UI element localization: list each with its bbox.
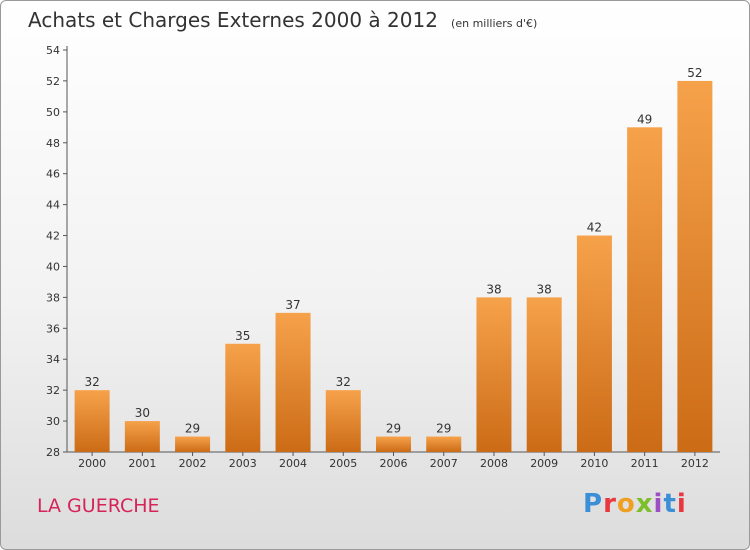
bars xyxy=(74,80,713,453)
y-tick-label: 32 xyxy=(46,384,60,397)
data-label: 49 xyxy=(637,112,652,126)
y-tick-label: 34 xyxy=(46,353,60,366)
proxiti-logo[interactable]: Proxiti xyxy=(583,489,687,519)
data-label: 42 xyxy=(587,221,602,235)
y-tick-label: 38 xyxy=(46,291,60,304)
x-tick-label: 2006 xyxy=(380,457,408,470)
chart-title-block: Achats et Charges Externes 2000 à 2012 (… xyxy=(28,8,537,32)
x-tick-label: 2011 xyxy=(631,457,659,470)
x-tick-label: 2004 xyxy=(279,457,307,470)
logo-letter: i xyxy=(653,489,664,519)
bar xyxy=(124,421,160,452)
y-tick-label: 42 xyxy=(46,230,60,243)
data-labels: 32 30 29 35 37 32 29 29 38 38 42 49 52 xyxy=(84,66,702,436)
bar xyxy=(325,390,361,452)
logo-letter: x xyxy=(635,489,654,519)
data-label: 37 xyxy=(285,298,300,312)
bar xyxy=(175,436,211,452)
y-tick-label: 30 xyxy=(46,415,60,428)
bar xyxy=(476,297,512,452)
logo-letter: o xyxy=(616,489,636,519)
bar xyxy=(576,235,612,452)
bar xyxy=(275,312,311,452)
y-tick-label: 50 xyxy=(46,106,60,119)
chart-title: Achats et Charges Externes 2000 à 2012 xyxy=(28,8,438,32)
city-name: LA GUERCHE xyxy=(37,495,160,517)
data-label: 29 xyxy=(386,422,401,436)
x-tick-label: 2012 xyxy=(681,457,709,470)
x-tick-label: 2002 xyxy=(179,457,207,470)
bar xyxy=(677,80,713,452)
x-tick-label: 2003 xyxy=(229,457,257,470)
bar xyxy=(426,436,462,452)
y-tick-label: 40 xyxy=(46,260,60,273)
data-label: 32 xyxy=(336,375,351,389)
y-tick-label: 46 xyxy=(46,168,60,181)
y-tick-label: 28 xyxy=(46,446,60,459)
logo-letter: i xyxy=(676,489,687,519)
x-tick-label: 2008 xyxy=(480,457,508,470)
bar xyxy=(225,343,261,452)
x-tick-label: 2009 xyxy=(530,457,558,470)
x-tick-label: 2005 xyxy=(329,457,357,470)
y-tick-label: 44 xyxy=(46,199,60,212)
y-tick-label: 36 xyxy=(46,322,60,335)
logo-letter: t xyxy=(663,489,677,519)
bar xyxy=(526,297,562,452)
y-tick-label: 54 xyxy=(46,44,60,57)
bar xyxy=(376,436,411,452)
data-label: 29 xyxy=(185,422,200,436)
bar xyxy=(74,390,110,452)
data-label: 32 xyxy=(84,375,99,389)
bar xyxy=(627,127,663,453)
data-label: 38 xyxy=(537,282,552,296)
logo-letter: P xyxy=(583,489,604,519)
data-label: 52 xyxy=(687,66,702,80)
x-tick-label: 2007 xyxy=(430,457,458,470)
logo-letter: r xyxy=(603,489,617,519)
x-tick-label: 2001 xyxy=(128,457,156,470)
chart-unit: (en milliers d'€) xyxy=(451,17,538,30)
data-label: 30 xyxy=(135,406,150,420)
x-tick-label: 2010 xyxy=(580,457,608,470)
x-tick-label: 2000 xyxy=(78,457,106,470)
axes: 28 30 32 34 36 38 40 42 44 46 48 50 52 54 2000 2001 2002… xyxy=(46,44,720,470)
y-tick-label: 52 xyxy=(46,75,60,88)
data-label: 38 xyxy=(486,282,501,296)
y-tick-label: 48 xyxy=(46,137,60,150)
data-label: 29 xyxy=(436,422,451,436)
data-label: 35 xyxy=(235,329,250,343)
